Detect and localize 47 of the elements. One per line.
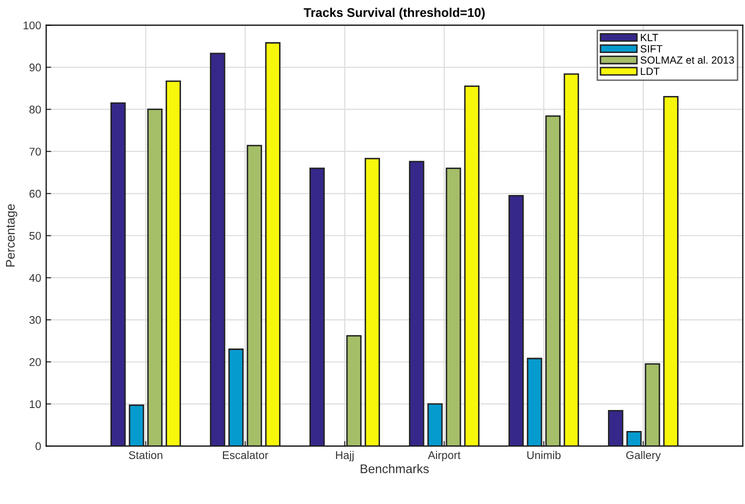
- x-tick-label: Unimib: [527, 450, 561, 460]
- bar: [608, 410, 624, 446]
- bar: [265, 42, 280, 446]
- bar: [508, 194, 524, 446]
- y-tick-label: 60: [30, 190, 41, 198]
- chart-title: Tracks Survival (threshold=10): [304, 8, 485, 20]
- bar: [110, 102, 126, 446]
- x-tick-label: Airport: [428, 450, 461, 462]
- bar: [427, 403, 443, 446]
- y-tick-label: 70: [30, 148, 41, 156]
- bar: [545, 115, 561, 446]
- y-tick-label: 100: [24, 21, 41, 30]
- bar: [210, 52, 226, 446]
- bar: [364, 158, 380, 446]
- bar: [246, 144, 262, 446]
- bar: [663, 96, 679, 446]
- bar: [228, 348, 244, 446]
- y-tick-label: 30: [29, 316, 41, 324]
- x-tick-label: Gallery: [626, 450, 661, 462]
- y-tick-label: 0: [36, 442, 41, 450]
- y-tick-label: 50: [29, 232, 41, 240]
- legend-label: KLT: [640, 34, 658, 42]
- y-tick-label: 20: [30, 358, 41, 366]
- bar: [346, 335, 362, 446]
- x-tick-label: Station: [128, 450, 162, 460]
- bar: [309, 168, 325, 446]
- bar: [147, 108, 163, 446]
- legend-label: SOLMAZ et al. 2013: [640, 56, 734, 64]
- x-tick-label: Hajj: [336, 450, 354, 462]
- bar: [166, 80, 181, 446]
- bar: [626, 431, 642, 446]
- x-tick-label: Escalator: [222, 450, 268, 460]
- bar: [526, 358, 542, 446]
- bar: [408, 160, 424, 446]
- legend-label: LDT: [640, 68, 660, 75]
- bar: [464, 86, 480, 446]
- x-axis-title: Benchmarks: [360, 464, 429, 474]
- y-tick-label: 10: [30, 400, 41, 408]
- bar: [564, 73, 580, 446]
- bar: [446, 168, 462, 446]
- bar: [644, 363, 660, 446]
- y-tick-label: 40: [29, 274, 41, 282]
- y-axis-title: Percentage: [6, 204, 18, 267]
- y-tick-label: 80: [29, 106, 41, 114]
- y-tick-label: 90: [29, 64, 41, 72]
- bar: [128, 404, 144, 446]
- legend-label: SIFT: [640, 45, 662, 52]
